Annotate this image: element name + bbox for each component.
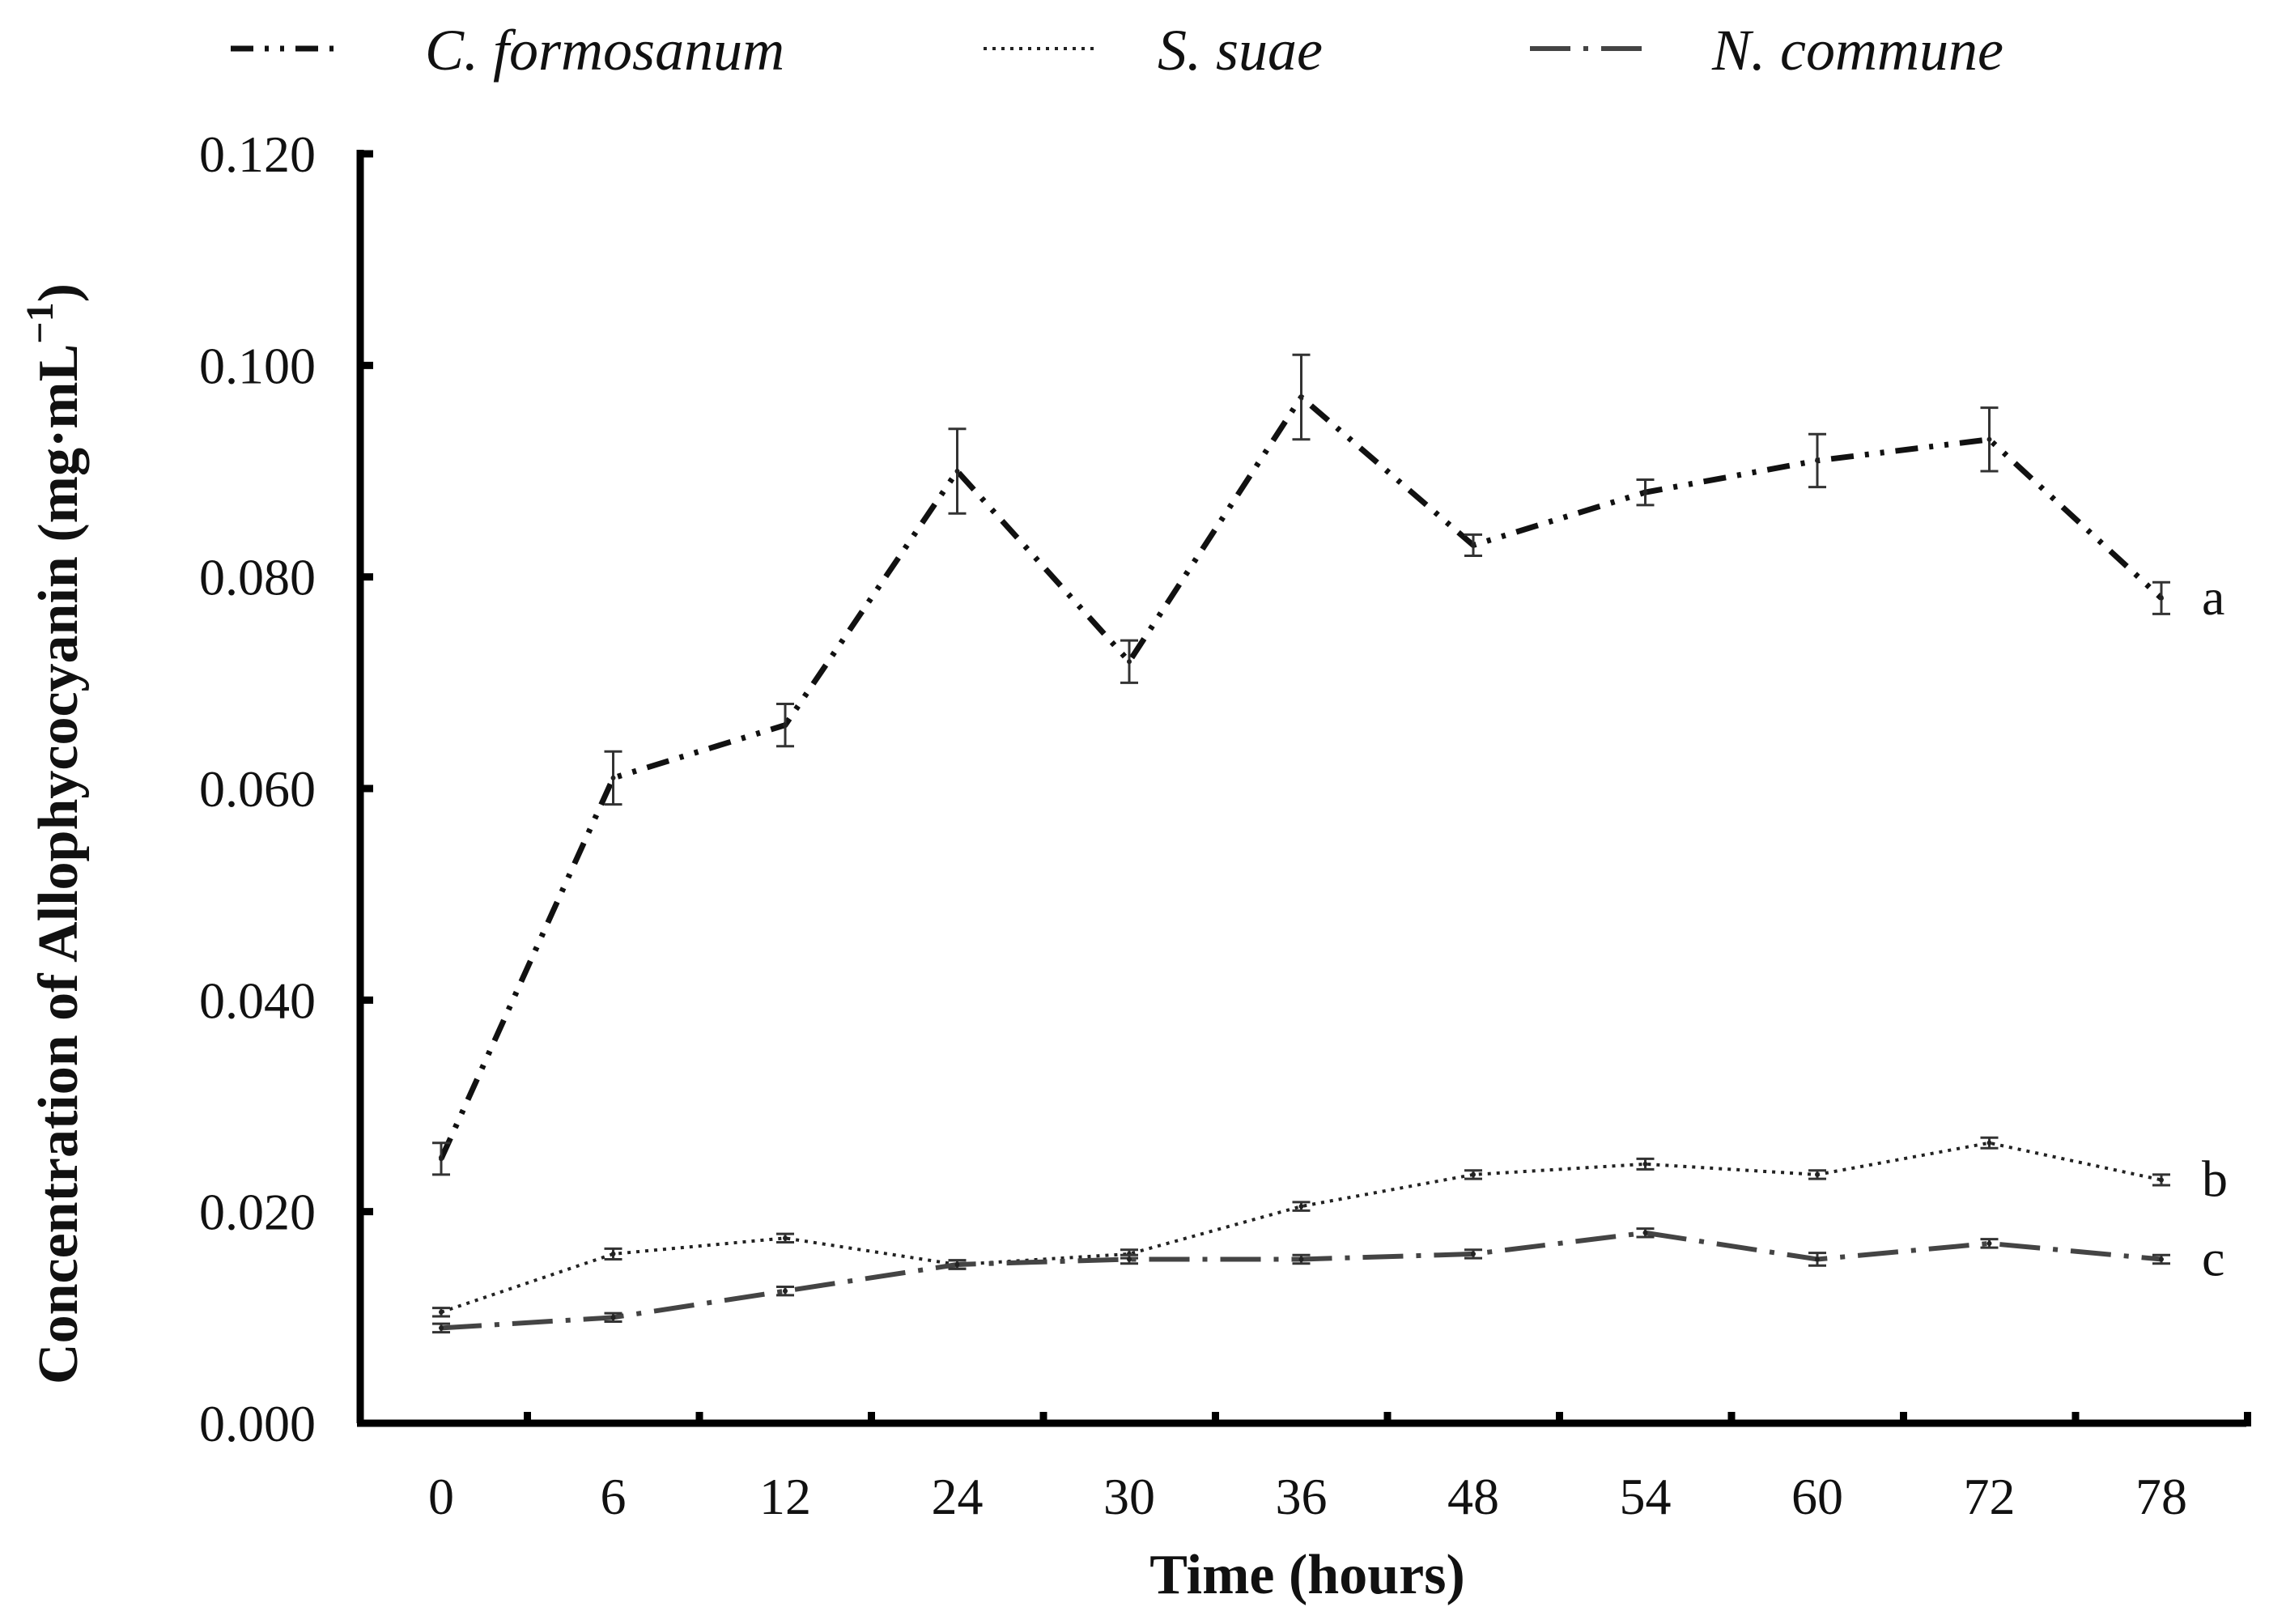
x-tick-label: 0: [428, 1468, 454, 1525]
series-end-label: b: [2202, 1150, 2228, 1207]
x-tick-label: 72: [1964, 1468, 2016, 1525]
data-point: [1127, 659, 1132, 665]
y-tick-label: 0.080: [199, 549, 316, 606]
x-tick-label: 24: [932, 1468, 984, 1525]
y-axis-title-close: ): [28, 283, 90, 302]
data-point: [2159, 595, 2164, 601]
legend-label: N. commune: [1711, 18, 2003, 83]
data-point: [610, 1315, 616, 1320]
data-point: [610, 775, 616, 780]
series-group: a bc: [432, 353, 2228, 1334]
series-line: [440, 1141, 2162, 1314]
data-point: [1986, 1140, 1992, 1146]
y-tick-label: 0.020: [199, 1184, 316, 1241]
series-end-label: a: [2202, 568, 2224, 626]
legend-item: N. commune: [1530, 18, 2003, 83]
data-point: [783, 1288, 788, 1294]
data-point: [1298, 394, 1304, 400]
data-point: [439, 1325, 444, 1331]
data-point: [1815, 1256, 1820, 1262]
data-point: [1642, 490, 1648, 495]
y-tick-label: 0.100: [199, 337, 316, 394]
data-point: [1642, 1161, 1648, 1167]
data-point: [1298, 1204, 1304, 1209]
data-point: [1298, 1256, 1304, 1262]
data-point: [1642, 1230, 1648, 1235]
y-axis-title-main: Concentration of Allophycocyanin (mg·mL: [28, 344, 90, 1384]
data-point: [1471, 1171, 1476, 1177]
data-point: [439, 1156, 444, 1162]
y-tick-label: 0.000: [199, 1395, 316, 1452]
data-point: [1471, 542, 1476, 548]
x-tick-label: 12: [759, 1468, 811, 1525]
data-point: [1815, 457, 1820, 463]
data-point: [954, 1262, 960, 1267]
y-tick-label: 0.120: [199, 125, 316, 183]
series-line: [438, 394, 2164, 1160]
legend-label: C. formosanum: [425, 18, 784, 83]
data-point: [1986, 436, 1992, 442]
y-tick-label: 0.060: [199, 760, 316, 818]
x-tick-label: 36: [1276, 1468, 1328, 1525]
x-tick-label: 48: [1447, 1468, 1499, 1525]
data-point: [954, 469, 960, 474]
x-axis-title: Time (hours): [1149, 1544, 1465, 1606]
legend: C. formosanum S. suae N. commune: [231, 18, 2003, 83]
data-point: [610, 1251, 616, 1256]
legend-label: S. suae: [1158, 18, 1323, 83]
series: b: [432, 1136, 2228, 1318]
legend-item: C. formosanum: [231, 18, 784, 83]
axes: 0.000 0.020 0.040 0.060 0.080 0.100 0.120 0 6 12 2…: [199, 125, 2251, 1525]
series-end-label: c: [2202, 1229, 2224, 1286]
data-point: [439, 1309, 444, 1315]
x-tick-label: 30: [1103, 1468, 1155, 1525]
data-point: [1986, 1240, 1992, 1246]
series: a: [432, 353, 2224, 1176]
data-point: [783, 722, 788, 728]
y-axis-title: Concentration of Allophycocyanin (mg·mL−…: [19, 283, 90, 1384]
x-tick-label: 60: [1791, 1468, 1843, 1525]
x-tick-label: 54: [1620, 1468, 1672, 1525]
data-point: [1471, 1251, 1476, 1256]
data-point: [783, 1235, 788, 1241]
x-tick-label: 78: [2135, 1468, 2187, 1525]
y-tick-label: 0.040: [199, 971, 316, 1029]
data-point: [1815, 1171, 1820, 1177]
x-tick-label: 6: [601, 1468, 627, 1525]
series: c: [432, 1227, 2224, 1334]
data-point: [2159, 1177, 2164, 1183]
legend-item: S. suae: [984, 18, 1323, 83]
data-point: [2159, 1256, 2164, 1262]
data-point: [1127, 1256, 1132, 1262]
y-axis-title-sup: −1: [19, 302, 62, 343]
